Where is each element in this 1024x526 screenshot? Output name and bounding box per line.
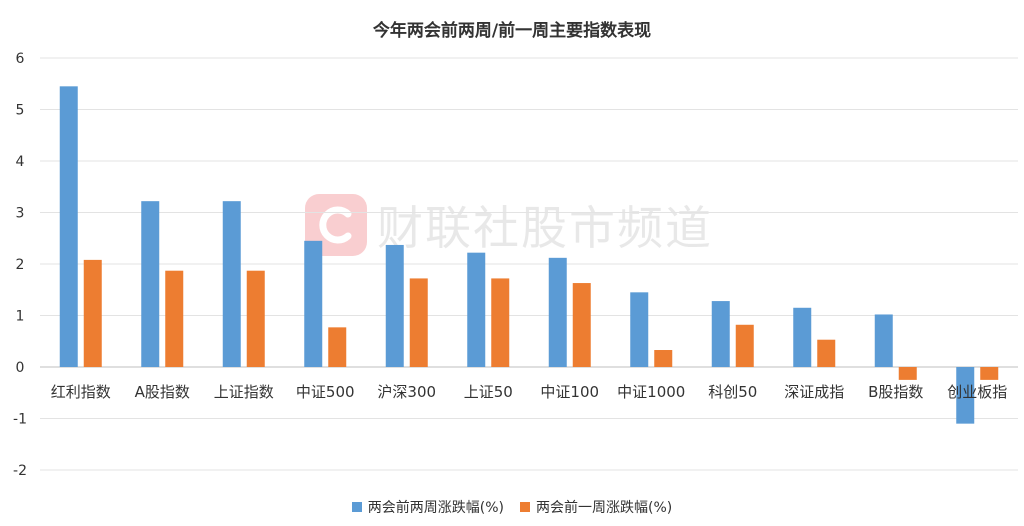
bar-two-weeks — [59, 86, 78, 367]
x-category-label: 上证指数 — [214, 383, 274, 401]
legend-swatch — [520, 502, 530, 512]
bars — [59, 86, 999, 424]
bar-one-week — [83, 259, 102, 367]
y-tick-label: 0 — [16, 360, 25, 376]
y-tick-label: -1 — [13, 412, 27, 428]
chart-title: 今年两会前两周/前一周主要指数表现 — [372, 21, 652, 41]
bar-one-week — [246, 270, 265, 367]
legend-label: 两会前一周涨跌幅(%) — [536, 500, 673, 516]
bar-two-weeks — [385, 244, 404, 367]
x-category-label: 深证成指 — [784, 383, 844, 401]
bar-one-week — [491, 278, 510, 367]
legend: 两会前两周涨跌幅(%) 两会前一周涨跌幅(%) — [0, 497, 1024, 517]
legend-swatch — [351, 502, 362, 512]
y-tick-label: 6 — [16, 51, 25, 67]
bar-one-week — [654, 350, 673, 367]
legend-item: 两会前一周涨跌幅(%) — [520, 497, 672, 517]
bar-one-week — [165, 270, 184, 367]
bar-one-week — [980, 367, 999, 380]
x-category-label: 红利指数 — [51, 383, 111, 401]
y-tick-label: 5 — [16, 103, 25, 119]
y-tick-label: 2 — [16, 257, 25, 273]
bar-two-weeks — [467, 252, 486, 367]
x-category-label: 科创50 — [708, 383, 757, 401]
bar-one-week — [817, 339, 836, 367]
x-category-label: 中证1000 — [617, 383, 685, 401]
y-tick-label: 4 — [16, 154, 25, 170]
bar-two-weeks — [548, 257, 567, 367]
bar-two-weeks — [304, 240, 323, 367]
bar-two-weeks — [222, 201, 241, 367]
x-category-label: 上证50 — [464, 383, 513, 401]
y-tick-label: 3 — [16, 206, 25, 222]
y-tick-label: 1 — [16, 309, 25, 325]
bar-two-weeks — [711, 301, 730, 367]
bar-two-weeks — [630, 292, 649, 367]
x-category-label: 中证100 — [540, 383, 599, 401]
x-category-label: 中证500 — [296, 383, 355, 401]
bar-one-week — [328, 327, 347, 367]
bar-one-week — [898, 367, 917, 380]
bar-two-weeks — [874, 314, 893, 367]
x-category-label: A股指数 — [135, 383, 190, 401]
x-axis-labels: 红利指数 A股指数 上证指数 中证500 沪深300 上证50 中证100 中证1000 科创5… — [51, 383, 1008, 401]
bar-two-weeks — [956, 367, 975, 424]
bar-one-week — [572, 283, 591, 367]
bar-two-weeks — [793, 307, 812, 367]
x-category-label: 沪深300 — [377, 383, 436, 401]
y-axis-ticks: -2 -1 0 1 2 3 4 5 6 — [13, 51, 27, 479]
legend-item: 两会前两周涨跌幅(%) — [351, 497, 504, 517]
bar-two-weeks — [141, 201, 160, 367]
bar-one-week — [409, 278, 428, 367]
y-tick-label: -2 — [13, 463, 27, 479]
legend-label: 两会前两周涨跌幅(%) — [367, 500, 504, 516]
x-category-label: B股指数 — [868, 383, 923, 401]
gridlines — [40, 57, 1018, 471]
x-category-label: 创业板指 — [947, 383, 1007, 401]
bar-one-week — [735, 324, 754, 367]
